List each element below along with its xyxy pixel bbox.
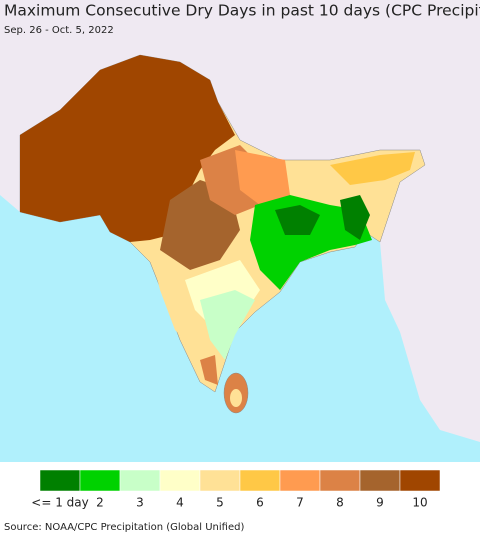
legend-swatch [399, 469, 441, 492]
map [0, 0, 480, 462]
source: Source: NOAA/CPC Precipitation (Global U… [4, 522, 244, 533]
legend-swatch [319, 469, 361, 492]
dry-8-area-south [200, 355, 218, 385]
legend-swatch [119, 469, 161, 492]
wet-1-area-east [340, 195, 370, 240]
legend-label: 7 [296, 496, 304, 510]
legend: <= 1 day 2 3 4 5 6 7 8 9 10 [31, 469, 441, 510]
dry-7-area [235, 150, 290, 205]
dry-3-area [200, 290, 255, 360]
legend-label: 6 [256, 496, 264, 510]
legend-label: 2 [96, 496, 104, 510]
legend-swatch [199, 469, 241, 492]
legend-swatch [279, 469, 321, 492]
legend-label: 3 [136, 496, 144, 510]
legend-swatch [239, 469, 281, 492]
dry-6-area [330, 152, 415, 185]
legend-label: 9 [376, 496, 384, 510]
subtitle: Sep. 26 - Oct. 5, 2022 [4, 25, 114, 36]
wet-1-area [275, 205, 320, 235]
title: Maximum Consecutive Dry Days in past 10 … [4, 2, 480, 20]
sea [0, 195, 480, 462]
legend-label: 8 [336, 496, 344, 510]
legend-label: <= 1 day [31, 496, 88, 510]
legend-label: 4 [176, 496, 184, 510]
legend-swatch [359, 469, 401, 492]
legend-swatch [39, 469, 81, 492]
legend-swatch [79, 469, 121, 492]
sri-lanka-inner [230, 389, 242, 407]
legend-swatch [159, 469, 201, 492]
legend-label: 10 [412, 496, 427, 510]
legend-label: 5 [216, 496, 224, 510]
